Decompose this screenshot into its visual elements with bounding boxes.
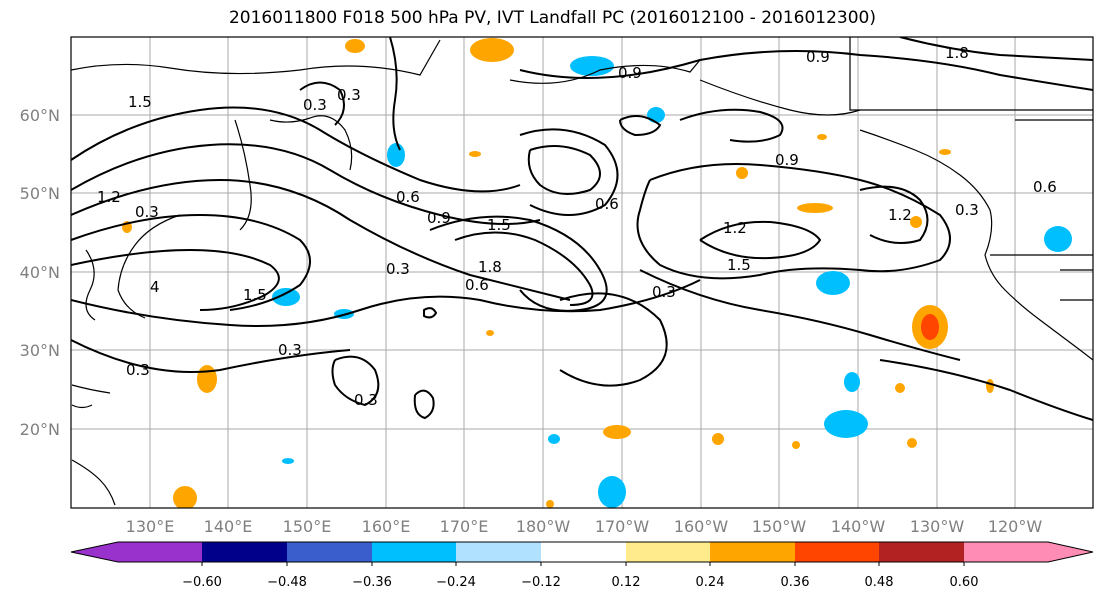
colorbar-segment bbox=[541, 542, 626, 562]
latitude-labels: 60°N 50°N 40°N 30°N 20°N bbox=[20, 106, 60, 439]
colorbar-tick-label: 0.60 bbox=[950, 575, 979, 590]
contour-label: 1.8 bbox=[945, 44, 969, 62]
contour-label: 0.6 bbox=[595, 195, 619, 213]
contour-label: 0.3 bbox=[955, 201, 979, 219]
contour-label: 0.9 bbox=[775, 151, 799, 169]
contour-label: 0.6 bbox=[465, 276, 489, 294]
colorbar-segment bbox=[287, 542, 372, 562]
pv-contours bbox=[71, 37, 1093, 421]
lon-label: 150°E bbox=[283, 517, 332, 536]
contour-label-group: 0.6 0.9 0.3 1.5 1.8 0.6 0.6 0.3 1.2 1.5 … bbox=[97, 44, 1057, 409]
colorbar-segment bbox=[626, 542, 710, 562]
contour-label: 0.9 bbox=[806, 48, 830, 66]
lon-label: 140°E bbox=[204, 517, 253, 536]
contour-label: 0.3 bbox=[278, 341, 302, 359]
contour-label: 0.3 bbox=[135, 203, 159, 221]
colorbar-outline bbox=[70, 541, 1094, 563]
contour-label: 0.9 bbox=[618, 64, 642, 82]
lon-label: 120°W bbox=[988, 517, 1043, 536]
colorbar-ticks: −0.60 −0.48 −0.36 −0.24 −0.12 0.12 0.24 … bbox=[182, 575, 978, 590]
lon-label: 180°W bbox=[516, 517, 571, 536]
colorbar-tick-label: 0.12 bbox=[612, 575, 641, 590]
colorbar bbox=[70, 541, 1094, 566]
lon-label: 130°W bbox=[910, 517, 965, 536]
contour-label: 0.6 bbox=[396, 188, 420, 206]
lon-label: 130°E bbox=[126, 517, 175, 536]
colorbar-segment bbox=[372, 542, 456, 562]
lat-label: 50°N bbox=[20, 184, 60, 203]
contour-label: 4 bbox=[150, 278, 160, 296]
colorbar-tick-label: −0.48 bbox=[267, 575, 307, 590]
colorbar-tick-label: 0.24 bbox=[696, 575, 725, 590]
colorbar-tick-label: −0.36 bbox=[352, 575, 392, 590]
lat-label: 20°N bbox=[20, 420, 60, 439]
graticule bbox=[71, 37, 1093, 508]
colorbar-tick-label: −0.60 bbox=[182, 575, 222, 590]
colorbar-segment bbox=[795, 542, 879, 562]
lon-label: 160°E bbox=[362, 517, 411, 536]
contour-label: 1.2 bbox=[723, 219, 747, 237]
lon-label: 170°W bbox=[595, 517, 650, 536]
contour-label: 0.3 bbox=[652, 283, 676, 301]
lat-label: 40°N bbox=[20, 263, 60, 282]
contour-label: 1.2 bbox=[97, 188, 121, 206]
colorbar-extend-low bbox=[71, 542, 118, 562]
colorbar-tick-label: 0.48 bbox=[865, 575, 894, 590]
colorbar-extend-high bbox=[1048, 542, 1093, 562]
contour-label: 0.3 bbox=[386, 260, 410, 278]
contour-label: 0.6 bbox=[1033, 178, 1057, 196]
colorbar-tick-label: −0.24 bbox=[436, 575, 476, 590]
lat-label: 60°N bbox=[20, 106, 60, 125]
contour-label: 0.3 bbox=[303, 96, 327, 114]
longitude-labels: 130°E 140°E 150°E 160°E 170°E 180°W 170°… bbox=[126, 517, 1043, 536]
colorbar-tick-label: 0.36 bbox=[781, 575, 810, 590]
colorbar-segment bbox=[964, 542, 1048, 562]
coastlines bbox=[71, 37, 1093, 506]
lon-label: 160°W bbox=[674, 517, 729, 536]
lon-label: 150°W bbox=[752, 517, 807, 536]
contour-label: 1.8 bbox=[478, 258, 502, 276]
contour-label: 0.3 bbox=[354, 391, 378, 409]
lon-label: 170°E bbox=[440, 517, 489, 536]
contour-label: 1.2 bbox=[888, 206, 912, 224]
colorbar-tick-label: −0.12 bbox=[521, 575, 561, 590]
contour-label: 0.3 bbox=[337, 86, 361, 104]
colorbar-segment bbox=[456, 542, 541, 562]
colorbar-segment bbox=[202, 542, 287, 562]
lon-label: 140°W bbox=[831, 517, 886, 536]
contour-label: 1.5 bbox=[727, 256, 751, 274]
colorbar-segment bbox=[710, 542, 795, 562]
contour-label: 1.5 bbox=[243, 286, 267, 304]
contour-label: 0.9 bbox=[427, 209, 451, 227]
colorbar-segment bbox=[118, 542, 202, 562]
contour-label: 1.5 bbox=[128, 93, 152, 111]
map-border bbox=[70, 36, 1094, 509]
map-title: 2016011800 F018 500 hPa PV, IVT Landfall… bbox=[228, 8, 876, 28]
lat-label: 30°N bbox=[20, 341, 60, 360]
contour-label: 1.5 bbox=[487, 216, 511, 234]
colorbar-segment bbox=[879, 542, 964, 562]
contour-label: 0.3 bbox=[126, 361, 150, 379]
